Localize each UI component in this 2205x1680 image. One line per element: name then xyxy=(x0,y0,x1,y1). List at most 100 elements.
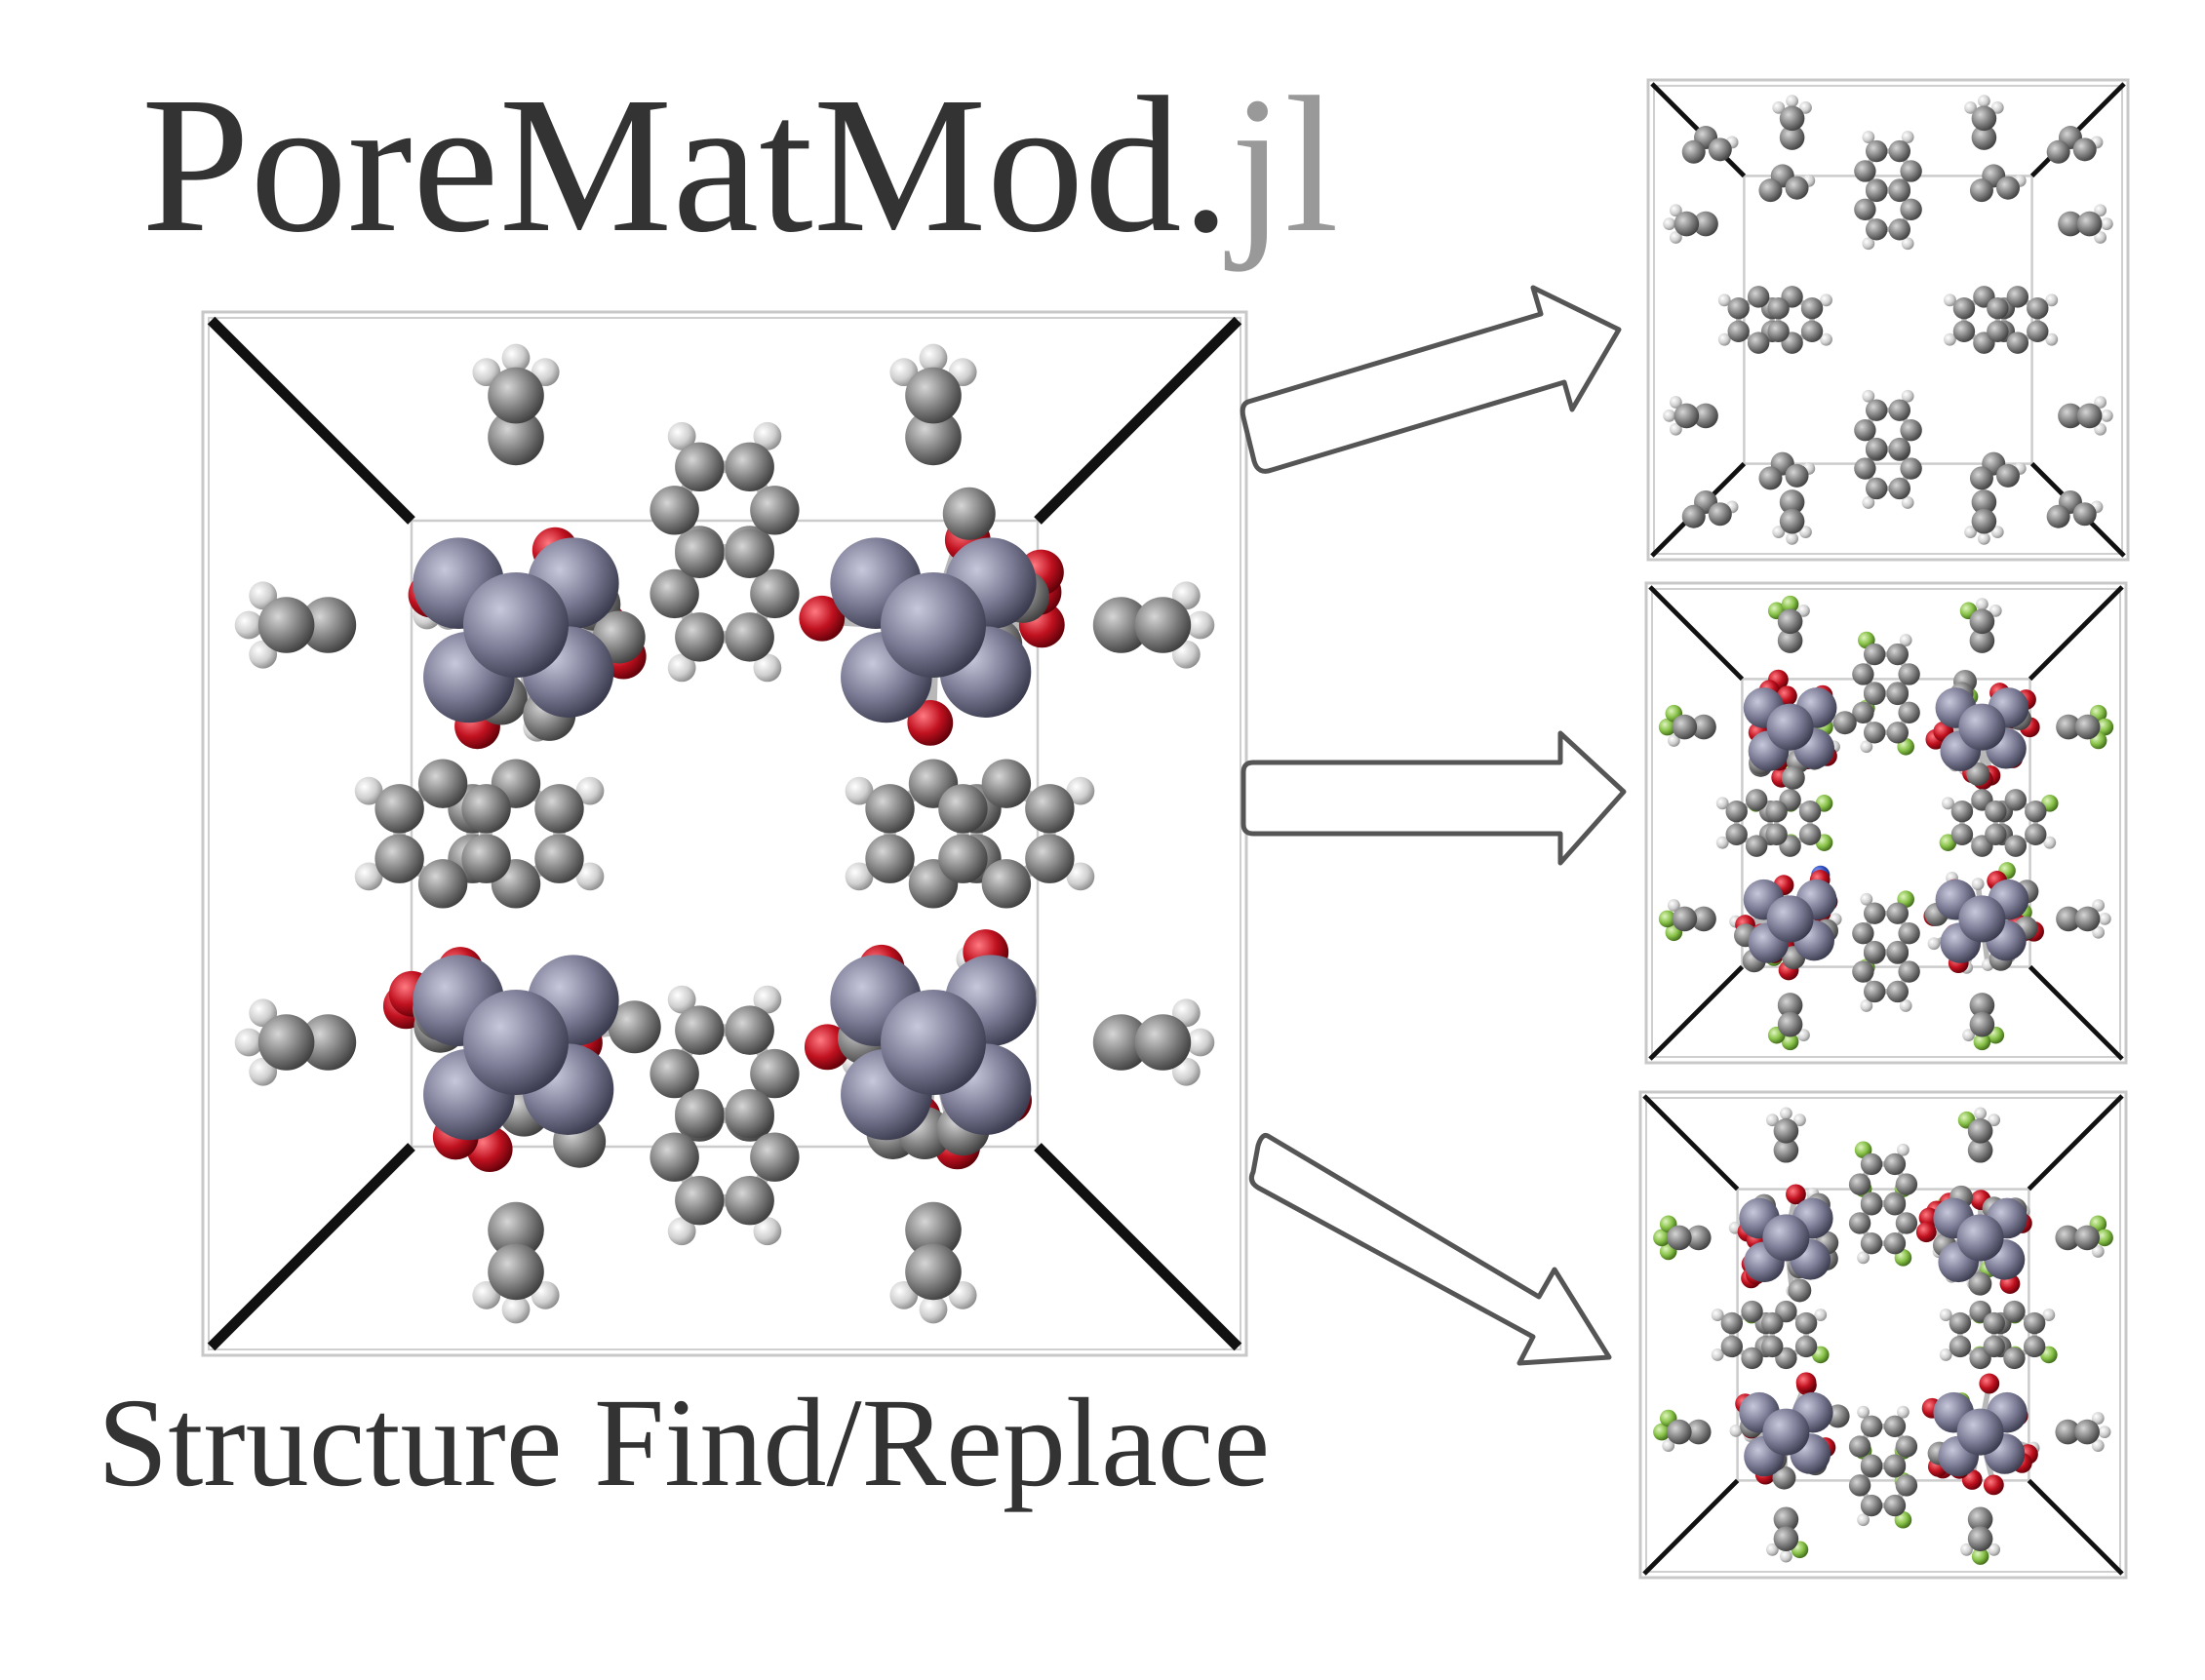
carbon-atom xyxy=(1134,597,1192,653)
hydrogen-atom xyxy=(1793,1113,1806,1127)
hydrogen-atom xyxy=(1669,231,1682,244)
hydrogen-atom xyxy=(1729,1424,1743,1437)
carbon-atom xyxy=(2076,403,2103,429)
carbon-atom xyxy=(1863,722,1886,744)
carbon-atom xyxy=(2003,1347,2026,1370)
carbon-atom xyxy=(1773,1526,1799,1551)
title-main: PoreMatMod. xyxy=(141,58,1231,273)
carbon-atom xyxy=(461,834,511,883)
arrow-to-result-3 xyxy=(1248,1133,1612,1366)
fluorine-atom xyxy=(1971,1547,1989,1565)
zinc-atom xyxy=(463,572,569,678)
carbon-atom xyxy=(1996,176,2020,200)
hydrogen-atom xyxy=(1669,204,1682,217)
oxygen-atom xyxy=(1786,1184,1806,1205)
carbon-atom xyxy=(2006,332,2029,354)
hydrogen-atom xyxy=(1717,332,1731,346)
zinc-atom xyxy=(463,990,569,1095)
carbon-atom xyxy=(1985,823,2007,846)
hydrogen-atom xyxy=(1862,237,1875,251)
fluorine-atom xyxy=(1653,1423,1671,1441)
carbon-atom xyxy=(1761,1311,1784,1335)
hydrogen-atom xyxy=(1786,95,1798,108)
carbon-atom xyxy=(1693,403,1718,429)
carbon-atom xyxy=(1745,835,1768,857)
carbon-atom xyxy=(1832,711,1857,735)
carbon-atom xyxy=(2058,211,2083,237)
hydrogen-atom xyxy=(1944,293,1956,307)
hydrogen-atom xyxy=(753,985,782,1014)
hydrogen-atom xyxy=(1662,1439,1675,1453)
carbon-atom xyxy=(1886,940,1910,963)
fluorine-atom xyxy=(1781,1033,1799,1051)
unit-cell-diagonal xyxy=(1642,1478,1740,1576)
hydrogen-atom xyxy=(1857,1405,1870,1419)
carbon-atom xyxy=(2055,1419,2081,1445)
hydrogen-atom xyxy=(1862,496,1875,509)
carbon-atom xyxy=(1681,504,1706,528)
fluorine-atom xyxy=(1973,1033,1991,1051)
arrow-to-result-1 xyxy=(1240,285,1622,474)
hydrogen-atom xyxy=(1799,526,1812,539)
hydrogen-atom xyxy=(1901,389,1914,403)
carbon-atom xyxy=(675,1005,725,1055)
hydrogen-atom xyxy=(1974,1107,1987,1120)
carbon-atom xyxy=(299,597,357,653)
hydrogen-atom xyxy=(1765,1543,1779,1556)
unit-cell-diagonal xyxy=(1642,1094,1740,1192)
hydrogen-atom xyxy=(667,421,696,450)
carbon-atom xyxy=(650,486,699,535)
hydrogen-atom xyxy=(234,1028,263,1057)
carbon-atom xyxy=(725,612,774,662)
carbon-atom xyxy=(1765,823,1788,846)
carbon-atom xyxy=(1761,1335,1784,1358)
carbon-atom xyxy=(1895,1212,1918,1234)
oxygen-atom xyxy=(1983,1474,2004,1496)
hydrogen-atom xyxy=(1901,237,1914,251)
carbon-atom xyxy=(1883,1193,1907,1216)
carbon-atom xyxy=(1779,508,1805,534)
carbon-atom xyxy=(257,1014,315,1071)
hydrogen-atom xyxy=(1944,332,1956,346)
carbon-atom xyxy=(1848,1212,1871,1234)
hydrogen-atom xyxy=(1066,862,1095,891)
carbon-atom xyxy=(1886,722,1910,744)
carbon-atom xyxy=(1681,139,1706,164)
carbon-atom xyxy=(2025,800,2047,823)
carbon-atom xyxy=(1672,906,1698,932)
carbon-atom xyxy=(1798,800,1822,823)
hydrogen-atom xyxy=(845,862,874,891)
carbon-atom xyxy=(2056,906,2081,932)
carbon-atom xyxy=(2004,835,2028,857)
carbon-atom xyxy=(1794,1311,1818,1335)
hydrogen-atom xyxy=(1901,131,1914,143)
hydrogen-atom xyxy=(1990,100,2004,114)
oxygen-atom xyxy=(1795,1372,1817,1393)
carbon-atom xyxy=(1952,296,1976,320)
hydrogen-atom xyxy=(1711,1348,1724,1361)
carbon-atom xyxy=(1794,1335,1818,1358)
carbon-atom xyxy=(1685,1419,1712,1445)
carbon-atom xyxy=(725,1175,774,1226)
hydrogen-atom xyxy=(2094,422,2107,436)
zinc-atom xyxy=(1762,1408,1810,1456)
carbon-atom xyxy=(675,442,725,492)
carbon-atom xyxy=(1854,418,1876,442)
carbon-atom xyxy=(942,487,996,540)
hydrogen-atom xyxy=(667,653,696,683)
fluorine-atom xyxy=(2096,718,2114,736)
hydrogen-atom xyxy=(1964,526,1977,539)
carbon-atom xyxy=(905,409,962,466)
carbon-atom xyxy=(1854,198,1876,221)
oxygen-atom xyxy=(907,699,954,746)
carbon-atom xyxy=(1741,1347,1763,1370)
hydrogen-atom xyxy=(1899,634,1912,646)
carbon-atom xyxy=(1865,139,1888,163)
hydrogen-atom xyxy=(1862,131,1875,143)
carbon-atom xyxy=(1952,320,1976,343)
carbon-atom xyxy=(1863,980,1886,1003)
hydrogen-atom xyxy=(234,610,263,640)
hydrogen-atom xyxy=(2094,396,2107,409)
carbon-atom xyxy=(1720,1311,1744,1335)
carbon-atom xyxy=(1949,1335,1972,1358)
